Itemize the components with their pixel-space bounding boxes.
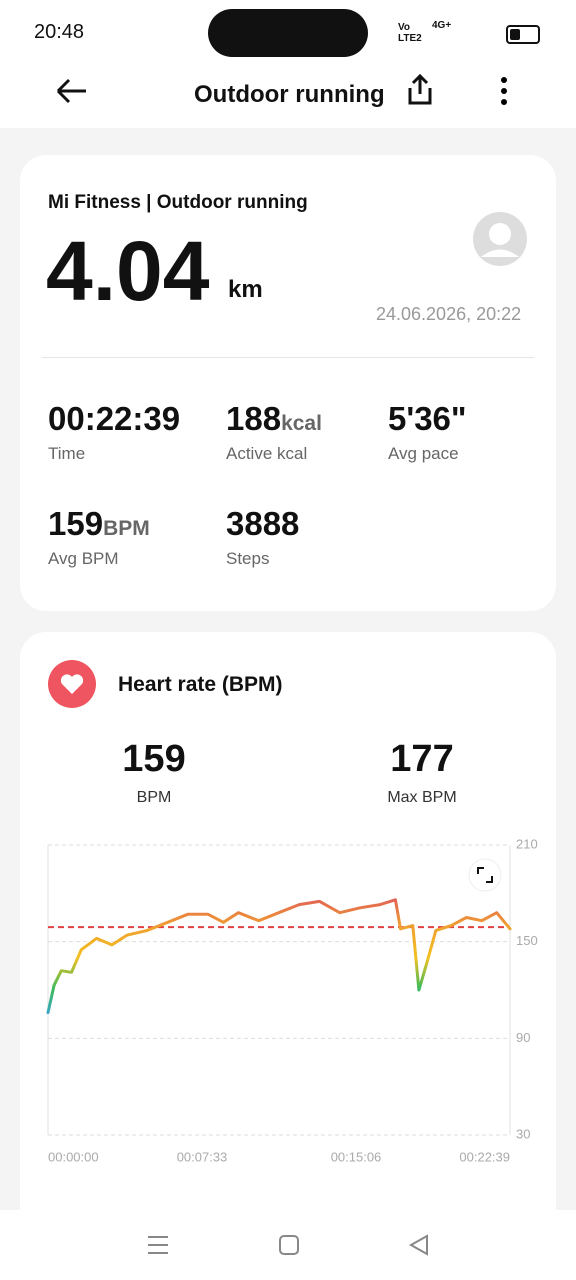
y-tick-label: 90 [516,1030,530,1045]
distance-unit: km [228,276,263,303]
hr-avg: 159 [122,738,186,780]
nav-bar [0,1210,576,1280]
hr-title: Heart rate (BPM) [118,673,283,696]
share-button[interactable] [404,72,436,108]
x-tick-label: 00:00:00 [48,1149,99,1164]
nav-home[interactable] [278,1234,300,1256]
stat-value: 00:22:39 [48,400,181,437]
battery [506,25,540,44]
status-time: 20:48 [34,21,85,43]
stat-label: Avg pace [388,444,459,463]
heart-rate-chart: 30 90 150 210 00:00:00 00:07:33 00:15:06 00:22:… [46,836,538,1164]
avatar[interactable] [473,212,527,266]
heart-rate-line [46,898,512,1015]
stat: 00:22:39 Time [48,400,180,464]
expand-button[interactable] [468,858,502,892]
y-tick-label: 150 [516,933,538,948]
x-tick-label: 00:15:06 [331,1149,382,1164]
divider [42,357,534,358]
stat: 188kcal Active kcal [226,400,322,464]
hr-avg-label: BPM [136,789,172,806]
stat: 3888 Steps [226,505,299,569]
stat-value: 5'36" [388,400,467,437]
stat-label: Steps [226,549,270,568]
nav-menu[interactable] [146,1234,170,1256]
hr-max: 177 [390,738,454,780]
hr-max-label: Max BPM [387,789,457,806]
y-tick-label: 30 [516,1126,530,1141]
summary-card: Mi Fitness | Outdoor running 4.04 km 24.… [20,155,556,611]
x-tick-label: 00:22:39 [459,1149,510,1164]
stat-unit: kcal [281,412,322,435]
more-button[interactable] [496,76,512,106]
x-tick-label: 00:07:33 [177,1149,228,1164]
stat-value: 188 [226,400,282,437]
carrier: Vo LTE2 [398,22,422,44]
distance: 4.04 [46,224,210,318]
stat-unit: BPM [103,517,150,540]
network: 4G+ [432,20,452,31]
stat: 5'36" Avg pace [388,400,467,464]
stat: 159BPM Avg BPM [48,505,150,569]
nav-back[interactable] [408,1234,430,1256]
heart-rate-card: Heart rate (BPM) 159 BPM 177 Max BPM [20,632,556,1232]
stat-value: 3888 [226,505,300,542]
stat-label: Avg BPM [48,549,119,568]
source: Mi Fitness | Outdoor running [48,192,308,213]
stat-label: Time [48,444,86,463]
stat-value: 159 [48,505,104,542]
datetime: 24.06.2026, 20:22 [376,304,522,324]
back-button[interactable] [52,76,92,106]
dynamic-island [208,9,368,57]
y-tick-label: 210 [516,836,538,851]
stat-label: Active kcal [226,444,308,463]
page-title: Outdoor running [194,81,385,108]
heart-icon [48,660,96,708]
